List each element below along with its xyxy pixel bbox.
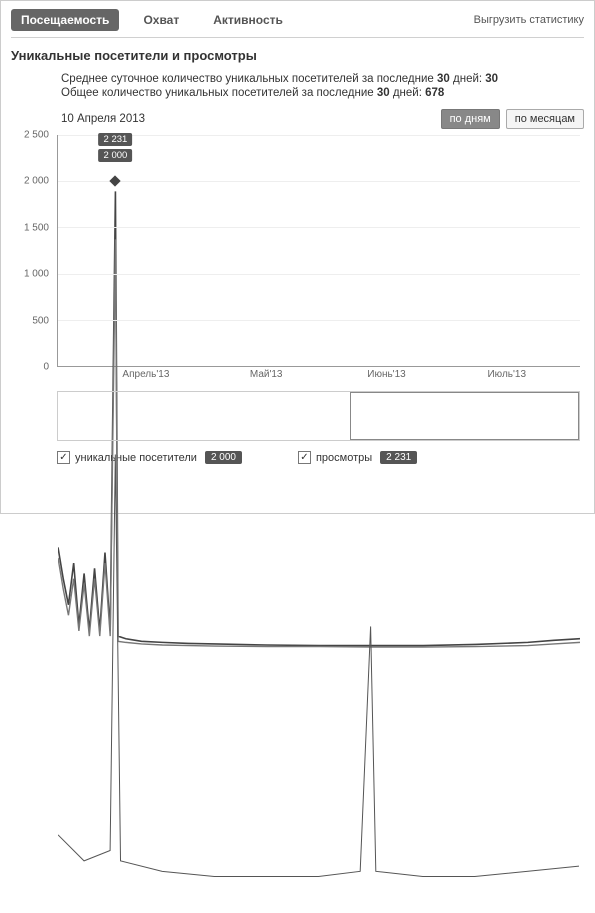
tabs-row: Посещаемость Охват Активность Выгрузить … <box>11 9 584 38</box>
stat-total: Общее количество уникальных посетителей … <box>61 87 584 99</box>
y-tick-label: 500 <box>32 315 49 326</box>
days-label: 30 <box>377 87 390 99</box>
days-label: 30 <box>437 73 450 85</box>
tooltip-unique: 2 000 <box>99 149 133 162</box>
section-title: Уникальные посетители и просмотры <box>11 48 584 63</box>
date-row: 10 Апреля 2013 по дням по месяцам <box>61 109 584 129</box>
tab-attendance[interactable]: Посещаемость <box>11 9 119 31</box>
y-tick-label: 1 000 <box>24 269 49 280</box>
value-label: 678 <box>425 87 444 99</box>
overview-strip[interactable] <box>57 391 580 441</box>
text: дней: <box>450 73 485 85</box>
stats-page: Посещаемость Охват Активность Выгрузить … <box>0 0 595 514</box>
text: Общее количество уникальных посетителей … <box>61 87 377 99</box>
overview-svg <box>58 392 579 913</box>
overview-selection[interactable] <box>350 392 579 440</box>
text: дней: <box>390 87 425 99</box>
x-tick-label: Июнь'13 <box>367 369 405 380</box>
y-tick-label: 1 500 <box>24 222 49 233</box>
export-stats-link[interactable]: Выгрузить статистику <box>474 14 584 26</box>
chart-area: 05001 0001 5002 0002 500 2 2312 000 Апре… <box>11 135 584 385</box>
text: Среднее суточное количество уникальных п… <box>61 73 437 85</box>
x-tick-label: Апрель'13 <box>122 369 169 380</box>
tooltip-views: 2 231 <box>99 133 133 146</box>
toggle-by-month[interactable]: по месяцам <box>506 109 584 129</box>
current-date: 10 Апреля 2013 <box>61 113 145 125</box>
y-tick-label: 2 000 <box>24 176 49 187</box>
y-axis-labels: 05001 0001 5002 0002 500 <box>11 135 53 367</box>
tab-activity[interactable]: Активность <box>203 9 293 31</box>
stat-avg-daily: Среднее суточное количество уникальных п… <box>61 73 584 85</box>
tab-reach[interactable]: Охват <box>133 9 189 31</box>
y-tick-label: 2 500 <box>24 130 49 141</box>
value-label: 30 <box>485 73 498 85</box>
toggle-by-day[interactable]: по дням <box>441 109 500 129</box>
chart-plot[interactable]: 2 231 2 000 <box>57 135 580 367</box>
y-tick-label: 0 <box>43 362 49 373</box>
x-axis-labels: Апрель'13 Май'13 Июнь'13 Июль'13 <box>57 369 580 385</box>
x-tick-label: Июль'13 <box>487 369 526 380</box>
x-tick-label: Май'13 <box>250 369 283 380</box>
